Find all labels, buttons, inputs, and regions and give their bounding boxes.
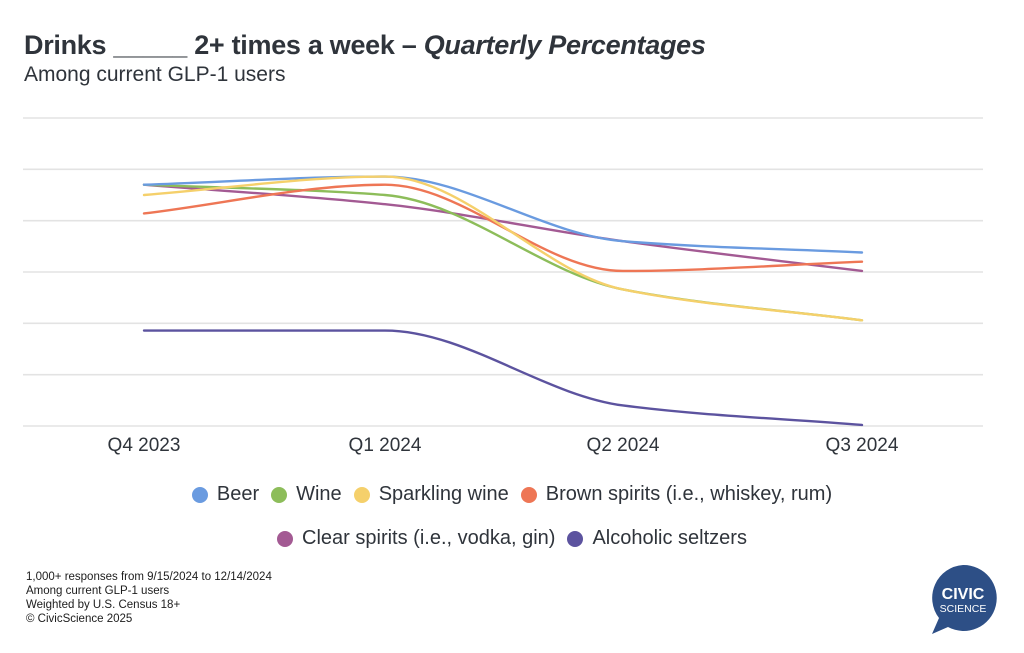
line-chart: Q4 2023 Q1 2024 Q2 2024 Q3 2024 [23, 117, 983, 456]
legend-dot-icon [277, 530, 294, 547]
legend-item: Brown spirits (i.e., whiskey, rum) [520, 483, 833, 506]
series-line-clear-spirits-i-e-vodka-gin [142, 183, 864, 273]
legend-dot-icon [271, 486, 288, 503]
legend-label: Clear spirits (i.e., vodka, gin) [302, 527, 556, 549]
x-tick-label: Q4 2023 [108, 435, 181, 456]
footnote-population: Among current GLP-1 users [26, 585, 170, 597]
legend-dot-icon [191, 486, 208, 503]
legend-item: Sparkling wine [353, 483, 509, 506]
gridlines [23, 117, 983, 427]
legend-item: Wine [271, 483, 342, 506]
legend-row-2: Clear spirits (i.e., vodka, gin) Alcoholi… [0, 527, 1024, 550]
logo-science-text: SCIENCE [940, 603, 987, 615]
legend-item: Beer [191, 483, 260, 506]
legend-dot-icon [520, 486, 537, 503]
legend-dot-icon [567, 530, 584, 547]
legend-dot-icon [353, 486, 370, 503]
footnote-responses: 1,000+ responses from 9/15/2024 to 12/14… [26, 571, 272, 583]
legend-row-1: Beer Wine Sparkling wine Brown spirits (i.e… [0, 483, 1024, 506]
speech-bubble-icon [932, 564, 997, 634]
legend-label: Alcoholic seltzers [592, 527, 747, 549]
x-tick-label: Q2 2024 [587, 435, 660, 456]
logo-civic-text: CIVIC [942, 586, 985, 603]
series-lines [142, 175, 864, 427]
legend-label: Beer [216, 483, 260, 505]
footnote-weighting: Weighted by U.S. Census 18+ [26, 599, 181, 611]
x-axis-labels: Q4 2023 Q1 2024 Q2 2024 Q3 2024 [108, 435, 899, 456]
chart-title-main: Drinks _____ 2+ times a week – [24, 30, 424, 60]
footnote: 1,000+ responses from 9/15/2024 to 12/14… [26, 570, 272, 626]
legend-item: Clear spirits (i.e., vodka, gin) [277, 527, 555, 550]
x-tick-label: Q1 2024 [349, 435, 422, 456]
chart-subtitle: Among current GLP-1 users [24, 63, 286, 86]
chart-title-italic: Quarterly Percentages [423, 30, 706, 60]
legend-label: Sparkling wine [378, 483, 509, 505]
chart-title: Drinks _____ 2+ times a week – Quarterly… [24, 30, 706, 61]
series-line-alcoholic-seltzers [142, 329, 864, 427]
footnote-copyright: © CivicScience 2025 [26, 613, 133, 625]
legend-item: Alcoholic seltzers [567, 527, 747, 550]
series-line-sparkling-wine [142, 175, 864, 322]
x-tick-label: Q3 2024 [826, 435, 899, 456]
series-line-beer [142, 175, 864, 254]
civicscience-logo: CIVIC SCIENCE [932, 564, 997, 634]
legend-label: Brown spirits (i.e., whiskey, rum) [545, 483, 833, 505]
legend-label: Wine [296, 483, 342, 505]
